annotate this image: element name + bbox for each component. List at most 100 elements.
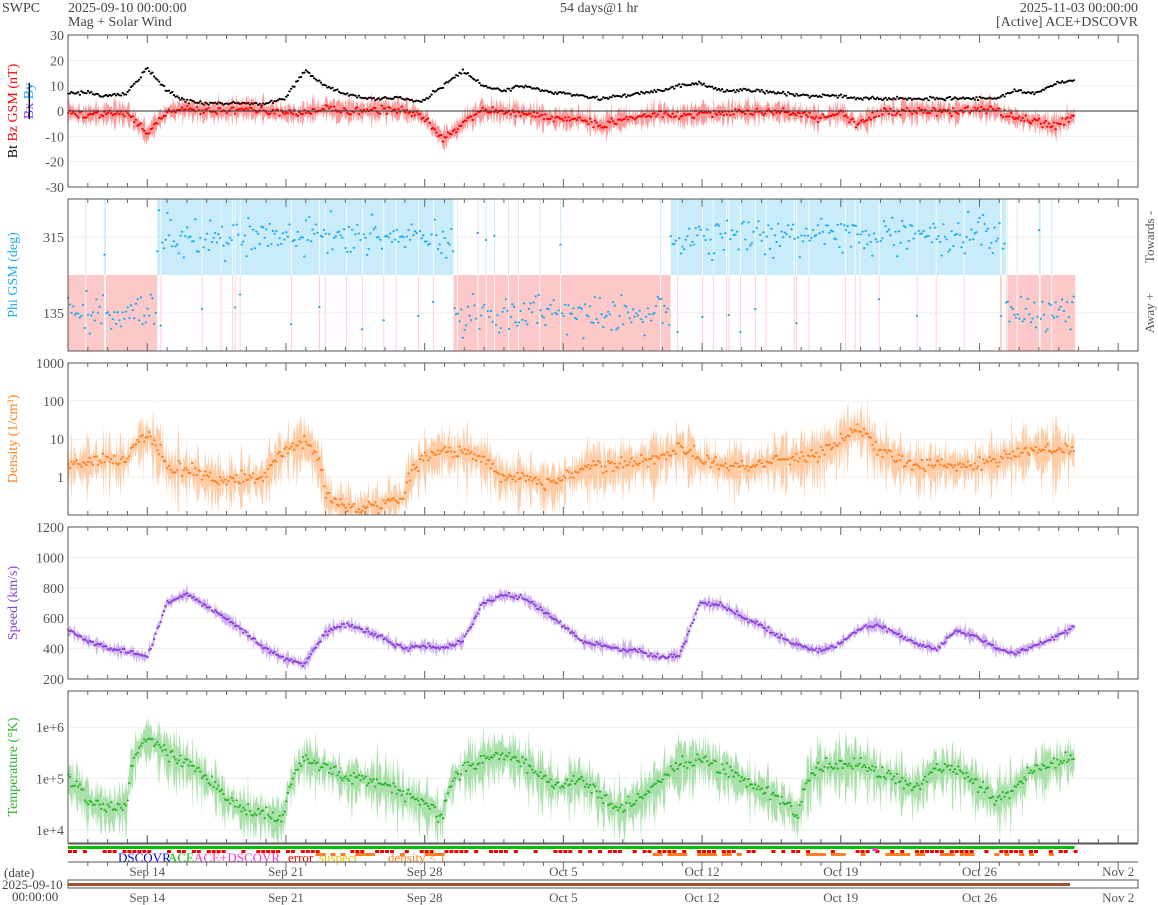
towards-sector-band <box>755 199 766 275</box>
error-flag <box>498 850 503 853</box>
away-sector-band <box>878 275 880 351</box>
error-flag <box>380 850 385 853</box>
y-tick-label: -30 <box>45 181 64 196</box>
away-sector-band <box>201 275 203 351</box>
density-flag <box>697 853 703 856</box>
away-sector-band <box>432 275 434 351</box>
away-sector-band <box>1052 275 1076 351</box>
error-flag <box>900 850 905 853</box>
away-sector-band <box>916 275 918 351</box>
error-flag <box>424 850 429 853</box>
error-flag <box>404 850 409 853</box>
error-flag <box>632 850 637 853</box>
error-flag <box>513 850 518 853</box>
away-sector-band <box>160 275 162 351</box>
error-flag <box>999 850 1004 853</box>
panel-frame <box>67 526 1139 680</box>
density-flag <box>429 853 435 856</box>
error-flag <box>598 850 603 853</box>
error-flag <box>167 850 172 853</box>
start-time: 2025-09-10 00:00:00 <box>68 1 187 16</box>
ace-dscovr-flag <box>872 848 878 851</box>
error-flag <box>464 850 469 853</box>
towards-sector-band <box>797 199 809 275</box>
away-sector-band <box>457 275 478 351</box>
y-tick-label: 400 <box>43 643 64 658</box>
speed-range-band <box>68 583 1075 673</box>
away-sector-band <box>726 275 727 351</box>
error-flag <box>305 850 310 853</box>
towards-sector-band <box>659 199 661 275</box>
towards-sector-band <box>729 199 741 275</box>
error-flag <box>558 850 563 853</box>
away-sector-band <box>560 275 660 351</box>
density-flag <box>1048 853 1054 856</box>
density-flag <box>434 853 440 856</box>
bz-range-band <box>68 90 1075 153</box>
legend-ace-dscovr: ACE+DSCOVR <box>194 850 281 865</box>
error-flag <box>176 850 181 853</box>
error-flag <box>102 850 107 853</box>
away-sector-band <box>1007 275 1017 351</box>
error-flag <box>588 850 593 853</box>
towards-sector-band <box>456 199 458 275</box>
x-tick-label: Oct 26 <box>962 890 998 905</box>
density-flag <box>677 853 683 856</box>
error-flag <box>389 850 394 853</box>
density-flag <box>915 853 921 856</box>
panel-temp <box>67 690 1139 844</box>
error-flag <box>939 850 944 853</box>
y-tick-label: 20 <box>50 54 64 69</box>
error-flag <box>290 850 295 853</box>
error-flag <box>731 850 736 853</box>
density-flag <box>672 853 678 856</box>
y-tick-label: 1 <box>57 471 64 486</box>
towards-sector-band <box>879 199 917 275</box>
density-flag <box>840 853 846 856</box>
error-flag <box>662 850 667 853</box>
error-flag <box>1063 850 1068 853</box>
legend-ace: ACE <box>168 850 194 865</box>
error-flag <box>707 850 712 853</box>
error-flag <box>142 850 147 853</box>
error-flag <box>444 850 449 853</box>
error-flag <box>474 850 479 853</box>
x-tick-label: Oct 26 <box>962 864 998 879</box>
error-flag <box>781 850 786 853</box>
y-axis-label: Bt Bz GSM (nT) <box>6 63 21 158</box>
towards-sector-band <box>477 199 479 275</box>
error-flag <box>276 850 281 853</box>
towards-sector-band <box>713 199 727 275</box>
error-flag <box>1033 850 1038 853</box>
towards-sector-band <box>936 199 964 275</box>
towards-sector-band <box>845 199 855 275</box>
towards-sector-band <box>860 199 879 275</box>
timeline-bar <box>68 883 1070 886</box>
error-flag <box>147 850 152 853</box>
density-flag <box>830 853 836 856</box>
span-label: 54 days@1 hr <box>560 1 639 16</box>
error-flag <box>375 850 380 853</box>
error-flag <box>419 850 424 853</box>
error-flag <box>266 850 271 853</box>
density-flag <box>905 853 911 856</box>
towards-sector-band <box>560 199 561 275</box>
y-tick-label: 1000 <box>36 357 64 372</box>
away-sector-band <box>453 275 457 351</box>
error-flag <box>503 850 508 853</box>
towards-sector-band <box>202 199 221 275</box>
density-flag <box>721 853 727 856</box>
error-flag <box>890 850 895 853</box>
towards-sector-band <box>221 199 233 275</box>
error-flag <box>68 850 72 853</box>
legend-dscovr: DSCOVR <box>118 850 171 865</box>
error-flag <box>454 850 459 853</box>
error-flag <box>959 850 964 853</box>
x-tick-label: Oct 5 <box>549 864 578 879</box>
y-tick-label: 10 <box>50 80 64 95</box>
towards-sector-band <box>508 199 509 275</box>
error-flag <box>949 850 954 853</box>
density-flag <box>702 853 708 856</box>
error-flag <box>607 850 612 853</box>
x-tick-label: Nov 2 <box>1102 890 1134 905</box>
